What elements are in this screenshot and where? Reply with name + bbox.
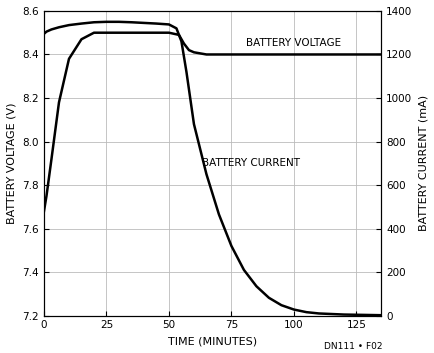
Text: BATTERY CURRENT: BATTERY CURRENT	[202, 158, 300, 168]
Text: BATTERY VOLTAGE: BATTERY VOLTAGE	[246, 37, 341, 48]
X-axis label: TIME (MINUTES): TIME (MINUTES)	[168, 336, 256, 346]
Y-axis label: BATTERY VOLTAGE (V): BATTERY VOLTAGE (V)	[7, 102, 17, 224]
Y-axis label: BATTERY CURRENT (mA): BATTERY CURRENT (mA)	[417, 95, 427, 231]
Text: DN111 • F02: DN111 • F02	[324, 342, 382, 351]
